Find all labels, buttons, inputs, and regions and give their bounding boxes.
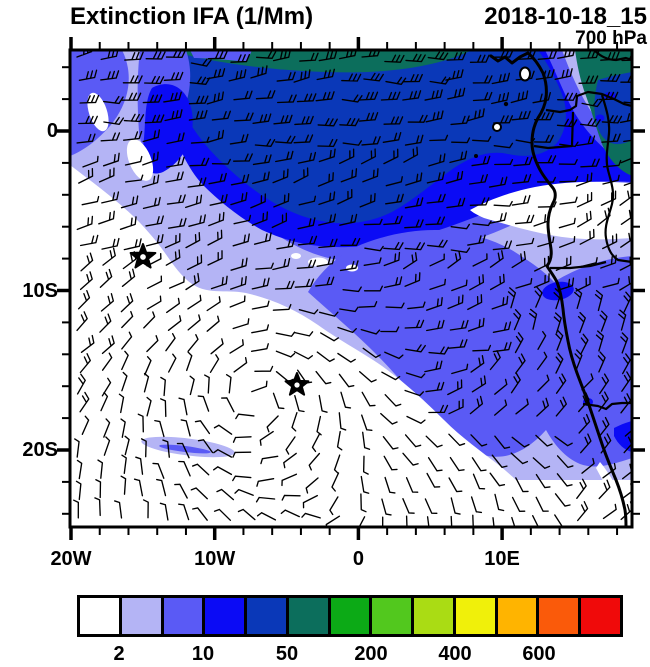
map-frame <box>68 48 634 529</box>
coastline-path <box>489 51 628 527</box>
colorbar-tick-label: 10 <box>191 643 215 665</box>
colorbar-cell <box>160 598 203 634</box>
colorbar-cell <box>244 598 286 634</box>
colorbar-cell <box>369 598 412 634</box>
bioko-island <box>519 66 531 82</box>
colorbar-tick-label: 2 <box>113 643 125 665</box>
x-axis-tick-label: 0 <box>352 548 364 570</box>
star-marker <box>129 243 157 269</box>
colorbar-tick-label: 200 <box>354 643 388 665</box>
colorbar-cell <box>536 598 579 634</box>
plot-title: Extinction IFA (1/Mm) <box>70 3 314 30</box>
principe-island <box>503 101 509 107</box>
colorbar <box>77 595 623 637</box>
y-axis-tick-label: 0 <box>46 120 58 142</box>
colorbar-cell <box>411 598 453 634</box>
star-marker <box>284 372 310 396</box>
x-axis-tick-label: 10W <box>194 548 236 570</box>
colorbar-cell <box>118 598 161 634</box>
colorbar-cell <box>578 598 620 634</box>
colorbar-cell <box>494 598 537 634</box>
colorbar-cell <box>202 598 245 634</box>
colorbar-tick-label: 400 <box>438 643 472 665</box>
y-axis-tick-label: 10S <box>22 279 58 302</box>
map-area <box>70 50 632 527</box>
x-axis-tick-label: 20W <box>50 548 92 570</box>
colorbar-tick-label: 600 <box>522 643 556 665</box>
contour-fill-layer <box>70 50 632 527</box>
colorbar-cell <box>285 598 328 634</box>
colorbar-cell <box>80 598 119 634</box>
geography-layer <box>474 50 632 527</box>
pressure-level-label: 700 hPa <box>575 28 647 49</box>
colorbar-cell <box>327 598 370 634</box>
sao-tome-island <box>492 122 502 132</box>
country-borders <box>533 50 632 411</box>
wind-barbs-layer <box>73 50 632 527</box>
colorbar-cell <box>452 598 495 634</box>
y-axis-tick-label: 20S <box>22 439 58 461</box>
annobon-island <box>474 154 478 158</box>
x-axis-tick-label: 10E <box>484 548 520 570</box>
colorbar-tick-label: 50 <box>275 643 299 665</box>
datetime-label: 2018-10-18_15 <box>484 3 647 30</box>
star-markers <box>129 243 310 396</box>
